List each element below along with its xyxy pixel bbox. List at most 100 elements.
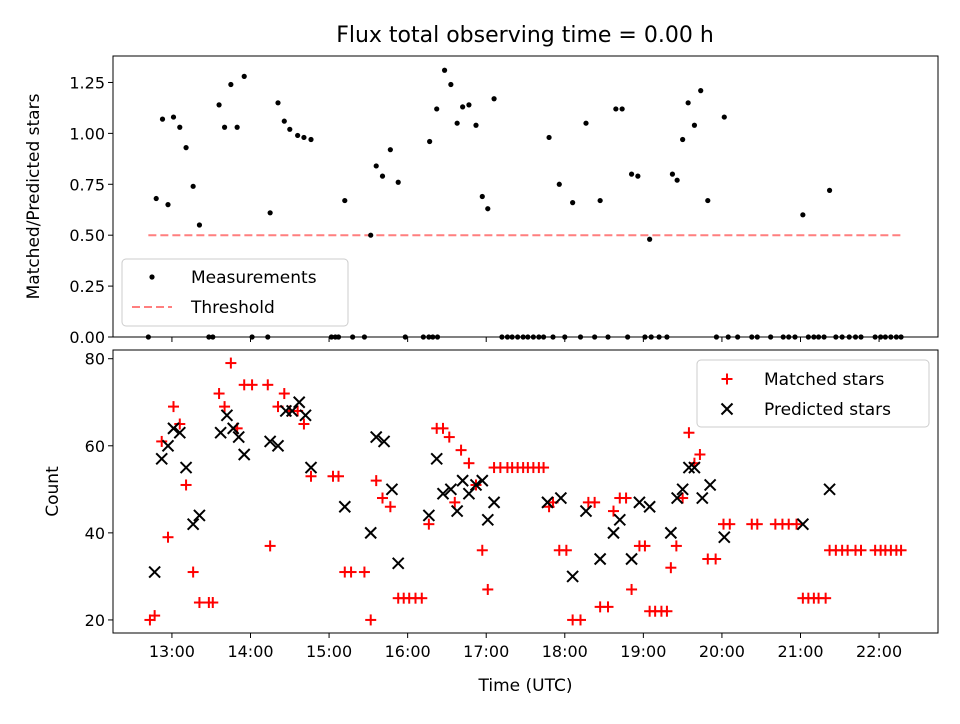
predicted-star-point (179, 461, 193, 474)
predicted-star-point (263, 435, 277, 448)
matched-star-point (751, 518, 763, 530)
predicted-star-point (469, 478, 483, 492)
matched-star-point (560, 544, 572, 556)
predicted-star-point (696, 491, 709, 505)
measurement-point (491, 96, 497, 102)
predicted-star-point (155, 452, 168, 466)
measurement-point (287, 126, 293, 132)
measurement-point (368, 232, 374, 238)
top-y-tick-label: 0.75 (69, 175, 105, 194)
bottom-y-tick-label: 60 (85, 437, 105, 456)
measurement-point (387, 147, 393, 153)
matched-star-point (791, 518, 803, 530)
measurement-point (619, 106, 625, 112)
predicted-star-point (285, 404, 299, 418)
matched-star-point (437, 422, 449, 434)
x-tick-label: 13:00 (149, 642, 195, 661)
matched-star-point (895, 544, 907, 556)
measurement-point (170, 114, 177, 120)
predicted-star-point (167, 422, 180, 435)
x-tick-label: 21:00 (777, 642, 823, 661)
measurement-point (705, 197, 711, 204)
predicted-star-point (161, 439, 175, 452)
measurement-point (597, 197, 603, 204)
predicted-star-point (796, 517, 810, 531)
matched-star-point (187, 566, 199, 578)
top-y-tick-label: 0.00 (69, 328, 105, 347)
measurement-point (698, 88, 704, 94)
measurement-point (583, 120, 589, 126)
top-y-tick-label: 1.00 (69, 124, 105, 143)
bottom-y-tick-label: 80 (85, 350, 105, 369)
measurement-point (448, 81, 454, 88)
top-y-tick-label: 0.25 (69, 277, 105, 296)
matched-star-point (423, 518, 435, 530)
matched-star-point (246, 379, 258, 391)
matched-star-point (443, 431, 455, 443)
measurement-point (628, 171, 635, 177)
measurement-point (570, 200, 576, 206)
matched-star-point (683, 427, 695, 439)
top-y-axis-label: Matched/Predicted stars (24, 93, 44, 299)
matched-star-point (278, 388, 290, 400)
measurement-point (395, 179, 401, 185)
predicted-star-point (299, 409, 312, 422)
measurement-point (216, 102, 222, 108)
predicted-star-point (450, 504, 464, 518)
predicted-star-point (625, 552, 638, 566)
legend-label: Matched stars (764, 370, 884, 390)
top-y-tick-label: 0.50 (69, 226, 105, 245)
predicted-star-point (579, 504, 593, 518)
matched-star-point (620, 492, 632, 504)
measurement-point (183, 145, 189, 151)
predicted-star-point (823, 483, 836, 496)
measurement-point (190, 183, 196, 189)
measurement-point (669, 171, 676, 177)
top-panel: 0.00 0.25 0.50 0.75 1.00 1.25 Matched/Predict… (24, 55, 939, 347)
predicted-star-point (214, 426, 227, 439)
matched-star-point (449, 496, 461, 508)
x-tick-label: 20:00 (699, 642, 745, 661)
predicted-star-point (238, 448, 251, 461)
matched-star-point (476, 544, 488, 556)
predicted-star-point (607, 526, 620, 540)
matched-star-point (365, 614, 377, 626)
measurement-point (308, 136, 314, 143)
measurement-point (473, 122, 479, 128)
measurement-point (379, 173, 386, 179)
x-tick-label: 18:00 (542, 642, 588, 661)
measurement-point (441, 67, 448, 73)
predicted-star-point (703, 478, 717, 492)
measurement-point (800, 212, 806, 218)
predicted-star-point (220, 409, 234, 422)
bottom-axis-ticks: 13:00 14:00 15:00 16:00 17:00 18:00 19:00 20:00… (85, 350, 902, 661)
predicted-star-point (227, 422, 240, 435)
matched-star-point (193, 597, 205, 609)
measurement-point (454, 120, 460, 126)
matched-star-point (377, 492, 388, 504)
matched-star-point (463, 457, 475, 469)
predicted-star-point (271, 439, 285, 452)
x-tick-label: 15:00 (306, 642, 352, 661)
bottom-y-tick-label: 40 (85, 524, 105, 543)
predicted-star-point (670, 491, 684, 505)
predicted-star-point (444, 483, 458, 496)
predicted-star-point (476, 474, 489, 487)
matched-star-point (264, 540, 276, 552)
measurement-point (196, 222, 203, 228)
predicted-star-point (293, 396, 306, 409)
legend-predicted-marker (720, 402, 734, 416)
measurement-point (613, 106, 619, 112)
measurement-point (647, 236, 653, 242)
x-tick-label: 16:00 (385, 642, 431, 661)
predicted-star-point (554, 491, 568, 505)
predicted-star-point (173, 426, 186, 439)
legend-matched-marker (721, 373, 733, 385)
legend-label: Threshold (190, 298, 275, 318)
matched-star-point (602, 601, 614, 613)
measurement-point (267, 210, 273, 216)
top-axes-frame (112, 55, 939, 338)
measurement-point (373, 163, 379, 169)
matched-star-point (677, 492, 689, 504)
